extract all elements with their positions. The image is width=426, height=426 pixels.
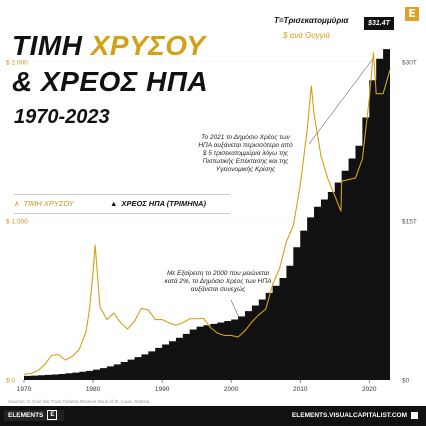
- annotation-2000-line: κατά 2%, το Δημόσιο Χρέος των ΗΠΑ: [164, 278, 272, 285]
- right-tick-label: $15T: [402, 218, 417, 225]
- x-tick-label: 1970: [17, 386, 32, 393]
- annotation-2021: Το 2021 το Δημόσιο Χρέος των ΗΠΑ αυξάνετ…: [178, 134, 313, 174]
- annotation-2000-line: αυξάνεται συνεχώς: [190, 286, 246, 293]
- x-tick-label: 1980: [86, 386, 101, 393]
- legend-debt: ▲ ΧΡΕΟΣ ΗΠΑ (ΤΡΙΜΗΝΑ): [110, 199, 206, 208]
- annotation-2021-line: ΗΠΑ αυξάνεται περισσότερο από: [198, 142, 293, 149]
- annotation-2021-line: Το 2021 το Δημόσιο Χρέος των: [201, 134, 290, 141]
- left-tick-label: $ 2.000: [6, 59, 28, 66]
- right-tick-label: $0: [402, 378, 410, 385]
- debt-area: [24, 49, 390, 380]
- x-tick-label: 2010: [293, 386, 308, 393]
- debt-triangle-icon: ▲: [110, 199, 118, 208]
- gold-line: [23, 52, 391, 375]
- chart-legend: ∧ ΤΙΜΗ ΧΡΥΣΟΥ ▲ ΧΡΕΟΣ ΗΠΑ (ΤΡΙΜΗΝΑ): [14, 194, 230, 214]
- axis-ticks: $ 0 $ 1.000 $ 2.000 $0 $15T $30T 1970 1980 1990 2…: [6, 59, 417, 393]
- annotation-2021-line: Πιστωτικής Επέκτασης και της: [202, 158, 289, 165]
- annotation-2021-line: $ 5 τρισεκατομμύρια λόγω της: [202, 150, 289, 157]
- annotation-2000: Με Εξαίρεση το 2000 που μειώνεται κατά 2…: [148, 270, 288, 294]
- brand-mark-icon: E: [47, 410, 58, 421]
- annotation-leader-2000: [230, 299, 241, 321]
- legend-gold: ∧ ΤΙΜΗ ΧΡΥΣΟΥ: [14, 199, 74, 208]
- title-years: 1970-2023: [14, 106, 110, 128]
- x-tick-label: 2020: [362, 386, 377, 393]
- annotation-2000-line: Με Εξαίρεση το 2000 που μειώνεται: [166, 270, 270, 277]
- legend-gold-label: ΤΙΜΗ ΧΡΥΣΟΥ: [23, 199, 74, 208]
- title-word-gold: ΧΡΥΣΟΥ: [90, 30, 206, 61]
- logo-icon: E: [405, 7, 419, 21]
- x-tick-label: 1990: [155, 386, 170, 393]
- footer-bar: ELEMENTS E ELEMENTS.VISUALCAPITALIST.COM: [0, 406, 426, 426]
- site-link[interactable]: ELEMENTS.VISUALCAPITALIST.COM: [292, 412, 418, 419]
- elements-brand[interactable]: ELEMENTS E: [4, 410, 64, 421]
- legend-debt-label: ΧΡΕΟΣ ΗΠΑ (ΤΡΙΜΗΝΑ): [121, 199, 206, 208]
- title-line-1: ΤΙΜΗ ΧΡΥΣΟΥ: [12, 30, 206, 62]
- site-square-icon: [411, 412, 418, 419]
- left-tick-label: $ 1.000: [6, 218, 28, 225]
- title-word-price: ΤΙΜΗ: [12, 30, 83, 61]
- brand-label: ELEMENTS: [8, 412, 44, 419]
- gold-unit-note: $ ανά Ουγγιά: [283, 31, 330, 40]
- left-tick-label: $ 0: [6, 378, 15, 385]
- site-label: ELEMENTS.VISUALCAPITALIST.COM: [291, 412, 407, 420]
- source-note: Sources: In Gold We Trust, Federal Reser…: [8, 399, 150, 404]
- right-tick-label: $30T: [402, 59, 417, 66]
- title-line-2: & ΧΡΕΟΣ ΗΠΑ: [12, 66, 209, 97]
- gold-line-icon: ∧: [14, 199, 20, 208]
- units-note: T=Τρισεκατομμύρια: [274, 16, 349, 25]
- annotation-leader-2021: [308, 59, 373, 145]
- debt-badge: $31.4T: [364, 17, 394, 30]
- annotation-2021-line: Υγειονομικής Κρίσης: [215, 166, 276, 173]
- x-tick-label: 2000: [224, 386, 239, 393]
